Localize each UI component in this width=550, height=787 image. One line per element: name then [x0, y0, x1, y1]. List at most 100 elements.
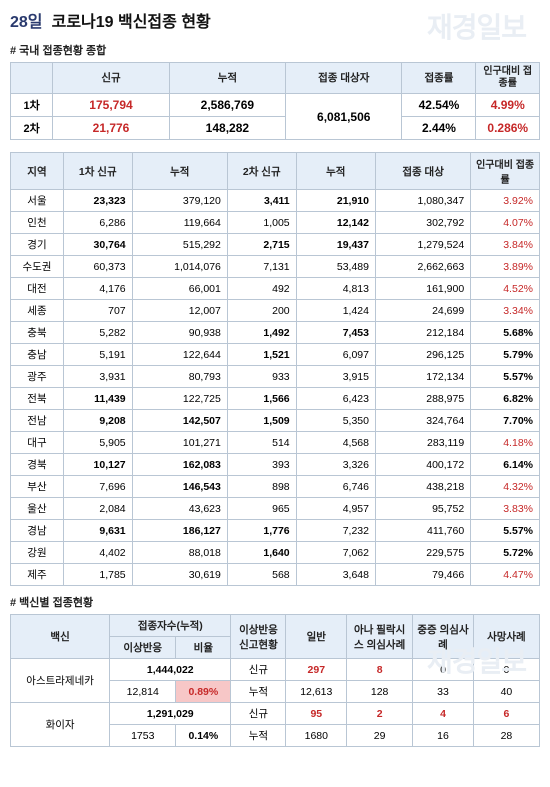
table-cell: 79,466	[375, 564, 470, 586]
table-cell: 122,644	[132, 344, 227, 366]
table-cell: 80,793	[132, 366, 227, 388]
table-cell: 충남	[11, 344, 64, 366]
table-cell: 인천	[11, 212, 64, 234]
table-cell: 6	[473, 703, 539, 725]
table-cell: 2,084	[63, 498, 132, 520]
table-cell: 12,613	[286, 681, 347, 703]
table-cell: 4.07%	[471, 212, 540, 234]
table-cell: 9,631	[63, 520, 132, 542]
table-cell: 438,218	[375, 476, 470, 498]
title-day: 28일	[10, 14, 43, 31]
table-cell: 200	[227, 300, 296, 322]
table-cell: 296,125	[375, 344, 470, 366]
table-cell: 3,411	[227, 190, 296, 212]
table-cell: 492	[227, 278, 296, 300]
table-cell: 1,005	[227, 212, 296, 234]
table-cell: 부산	[11, 476, 64, 498]
table-cell: 4.32%	[471, 476, 540, 498]
title-rest: 코로나19 백신접종 현황	[52, 14, 211, 31]
table-cell: 2,662,663	[375, 256, 470, 278]
table-cell: 8	[347, 659, 413, 681]
table-row: 경남9,631186,1271,7767,232411,7605.57%	[11, 520, 540, 542]
vh-ratio: 비율	[176, 637, 231, 659]
summary-h-blank	[11, 63, 53, 94]
table-cell: 1,566	[227, 388, 296, 410]
vh-cum: 접종자수(누적)	[110, 615, 231, 637]
region-h-d1new: 1차 신규	[63, 153, 132, 190]
table-cell: 4,813	[296, 278, 375, 300]
table-cell: 5.79%	[471, 344, 540, 366]
table-cell: 제주	[11, 564, 64, 586]
table-cell: 6.14%	[471, 454, 540, 476]
table-cell: 5.68%	[471, 322, 540, 344]
table-cell: 11,439	[63, 388, 132, 410]
table-row: 세종70712,0072001,42424,6993.34%	[11, 300, 540, 322]
summary-header-row: 신규 누적 접종 대상자 접종률 인구대비 접종률	[11, 63, 540, 94]
table-row: 충북5,28290,9381,4927,453212,1845.68%	[11, 322, 540, 344]
table-cell: 146,543	[132, 476, 227, 498]
table-cell: 302,792	[375, 212, 470, 234]
table-cell: 21,910	[296, 190, 375, 212]
table-cell: 1680	[286, 725, 347, 747]
table-cell: 5,350	[296, 410, 375, 432]
table-cell: 30,619	[132, 564, 227, 586]
vaccine-name-cell: 아스트라제네카	[11, 659, 110, 703]
table-cell: 0.14%	[176, 725, 231, 747]
summary-h-target: 접종 대상자	[286, 63, 402, 94]
table-cell: 707	[63, 300, 132, 322]
table-cell: 19,437	[296, 234, 375, 256]
table-cell: 16	[413, 725, 474, 747]
table-cell: 12,142	[296, 212, 375, 234]
summary-d2-label: 2차	[11, 117, 53, 140]
region-h-d2new: 2차 신규	[227, 153, 296, 190]
region-h-poprate: 인구대비 접종률	[471, 153, 540, 190]
table-row: 대전4,17666,0014924,813161,9004.52%	[11, 278, 540, 300]
table-cell: 누적	[231, 681, 286, 703]
table-cell: 283,119	[375, 432, 470, 454]
table-cell: 세종	[11, 300, 64, 322]
table-row: 수도권60,3731,014,0767,13153,4892,662,6633.…	[11, 256, 540, 278]
table-cell: 122,725	[132, 388, 227, 410]
table-cell: 4,402	[63, 542, 132, 564]
region-table: 지역 1차 신규 누적 2차 신규 누적 접종 대상 인구대비 접종률 서울23…	[10, 152, 540, 586]
watermark-bottom: 재경일보	[427, 640, 526, 680]
table-cell: 515,292	[132, 234, 227, 256]
table-cell: 3.89%	[471, 256, 540, 278]
table-row: 광주3,93180,7939333,915172,1345.57%	[11, 366, 540, 388]
table-cell: 6,423	[296, 388, 375, 410]
table-cell: 1,014,076	[132, 256, 227, 278]
table-cell: 90,938	[132, 322, 227, 344]
table-cell: 수도권	[11, 256, 64, 278]
table-row: 울산2,08443,6239654,95795,7523.83%	[11, 498, 540, 520]
table-cell: 경남	[11, 520, 64, 542]
table-cell: 933	[227, 366, 296, 388]
table-cell: 6.82%	[471, 388, 540, 410]
table-cell: 1,080,347	[375, 190, 470, 212]
table-cell: 965	[227, 498, 296, 520]
table-cell: 142,507	[132, 410, 227, 432]
table-cell: 대전	[11, 278, 64, 300]
table-cell: 40	[473, 681, 539, 703]
region-h-region: 지역	[11, 153, 64, 190]
table-cell: 1,776	[227, 520, 296, 542]
table-cell: 297	[286, 659, 347, 681]
table-row: 강원4,40288,0181,6407,062229,5755.72%	[11, 542, 540, 564]
table-cell: 1,640	[227, 542, 296, 564]
vaccine-table: 백신 접종자수(누적) 이상반응 신고현황 일반 아나 필락시스 의심사례 중증…	[10, 614, 540, 747]
table-cell: 7,131	[227, 256, 296, 278]
table-cell: 신규	[231, 703, 286, 725]
summary-d1-cum: 2,586,769	[169, 94, 285, 117]
table-cell: 5.57%	[471, 520, 540, 542]
table-cell: 4.52%	[471, 278, 540, 300]
table-cell: 6,097	[296, 344, 375, 366]
summary-d1-rate: 42.54%	[402, 94, 476, 117]
table-cell: 3.34%	[471, 300, 540, 322]
table-row: 화이자1,291,029신규95246	[11, 703, 540, 725]
summary-h-cum: 누적	[169, 63, 285, 94]
table-cell: 3,326	[296, 454, 375, 476]
table-cell: 400,172	[375, 454, 470, 476]
table-cell: 33	[413, 681, 474, 703]
table-cell: 3,648	[296, 564, 375, 586]
table-cell: 충북	[11, 322, 64, 344]
table-cell: 5.72%	[471, 542, 540, 564]
